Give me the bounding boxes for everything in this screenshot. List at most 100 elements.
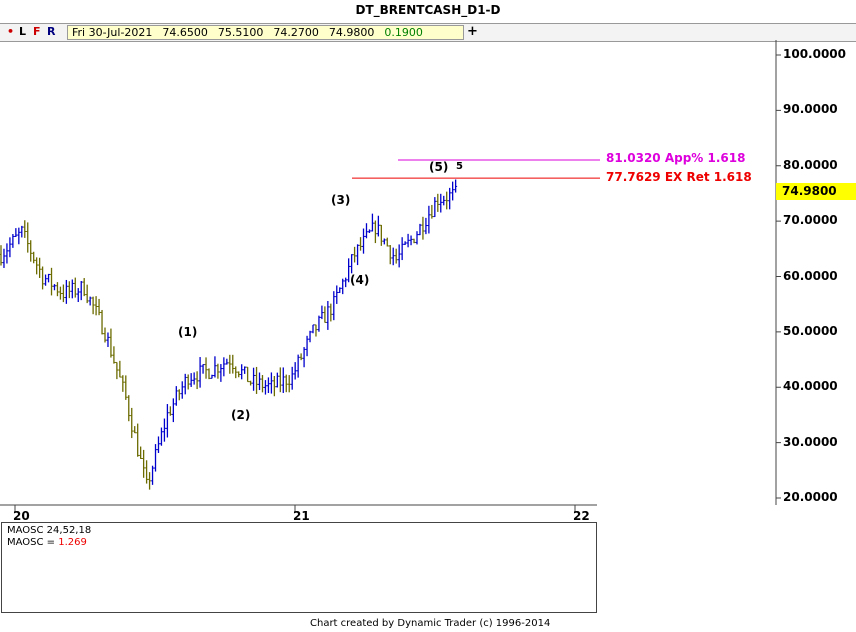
price-bar (403, 241, 407, 245)
price-bar (341, 278, 345, 295)
wave-label-5-minor: 5 (456, 161, 463, 172)
price-bar (127, 395, 131, 422)
quote-date: Fri 30-Jul-2021 (72, 26, 153, 39)
price-bar (97, 298, 101, 316)
price-bar (8, 237, 12, 258)
toolbar-r-button[interactable]: R (47, 25, 56, 38)
price-bar (258, 372, 262, 391)
price-bar (130, 407, 134, 439)
last-price-tag: 74.9800 (776, 183, 856, 200)
oscillator-value-row: MAOSC = 1.269 (7, 537, 91, 549)
price-bar (243, 366, 247, 374)
price-bar (382, 238, 386, 245)
wave-label-4: (4) (350, 273, 370, 287)
price-bar (29, 240, 33, 262)
price-bar (326, 301, 330, 330)
wave-label-2: (2) (231, 408, 251, 422)
price-bar (454, 179, 458, 193)
price-bar (100, 309, 104, 335)
price-bar (225, 358, 229, 365)
price-bar (47, 273, 51, 283)
toolbar-f-button[interactable]: F (33, 25, 41, 38)
price-bar (260, 375, 264, 393)
oscillator-value-label: MAOSC = (7, 537, 56, 548)
price-bar (58, 286, 62, 300)
price-bar (370, 213, 374, 232)
price-bar (228, 354, 232, 374)
price-bar (159, 427, 163, 446)
price-bar (192, 372, 196, 385)
price-bar (136, 423, 140, 457)
x-tick-label: 22 (573, 509, 590, 523)
price-bar (442, 195, 446, 206)
price-bar (263, 380, 267, 395)
price-bar (124, 375, 128, 400)
price-bar (174, 386, 178, 406)
price-bar (252, 367, 256, 391)
price-bar (20, 225, 24, 238)
price-bar (332, 291, 336, 321)
price-bar (204, 357, 208, 379)
price-bar (118, 360, 122, 378)
price-bar (302, 347, 306, 368)
y-tick-label: 100.0000 (783, 47, 847, 61)
price-bar (32, 251, 36, 264)
price-bar (2, 248, 6, 268)
price-bar (79, 280, 83, 301)
target-label-extension: 81.0320 App% 1.618 (606, 151, 746, 165)
price-bar (430, 204, 434, 219)
price-bar (70, 279, 74, 299)
price-bar (67, 281, 71, 299)
price-bar (317, 315, 321, 332)
price-bar (109, 328, 113, 358)
price-bar (11, 234, 15, 248)
add-icon[interactable]: + (467, 24, 478, 39)
price-bar (364, 223, 368, 239)
chart-title: DT_BRENTCASH_D1-D (355, 3, 501, 17)
price-bar (287, 375, 291, 393)
quote-open: 74.6500 (162, 26, 208, 39)
price-bar (329, 303, 333, 322)
wave-label-5: (5) (429, 160, 449, 174)
price-bar (436, 193, 440, 212)
y-tick-label: 80.0000 (783, 157, 838, 172)
toolbar-l-button[interactable]: L (19, 25, 27, 38)
chart-credit: Chart created by Dynamic Trader (c) 1996… (310, 618, 551, 629)
toolbar-dot-button[interactable]: • (7, 25, 15, 38)
price-bar (17, 227, 21, 245)
price-bar (139, 446, 143, 459)
price-bar (5, 243, 9, 264)
price-bar (148, 472, 152, 490)
price-bar (64, 279, 68, 304)
price-bar (156, 436, 160, 453)
price-bar (216, 363, 220, 379)
price-bar (73, 277, 77, 298)
price-bar (284, 374, 288, 393)
price-bar (394, 248, 398, 264)
price-bar (421, 216, 425, 240)
price-bar (115, 361, 119, 380)
price-bar (385, 237, 389, 247)
price-bar (38, 257, 42, 278)
price-bar (344, 277, 348, 288)
price-bar (201, 364, 205, 374)
price-bar (41, 266, 45, 290)
oscillator-panel (1, 522, 597, 613)
x-tick-label: 21 (293, 509, 310, 523)
price-bar (412, 238, 416, 244)
price-bar (314, 324, 318, 337)
price-bar (388, 245, 392, 265)
price-bar (234, 366, 238, 379)
price-bar (418, 223, 422, 236)
oscillator-name: MAOSC 24,52,18 (7, 525, 92, 536)
price-bar (52, 284, 56, 291)
target-lines (352, 159, 600, 179)
price-bar (91, 296, 95, 315)
price-bar (106, 332, 110, 348)
price-bar (311, 324, 315, 334)
price-bar (409, 235, 413, 246)
quote-change: 0.1900 (384, 26, 423, 39)
wave-label-1: (1) (178, 325, 198, 339)
chart-toolbar: • L F R Fri 30-Jul-2021 74.6500 75.5100 74.… (0, 23, 856, 42)
price-bars (0, 179, 458, 490)
